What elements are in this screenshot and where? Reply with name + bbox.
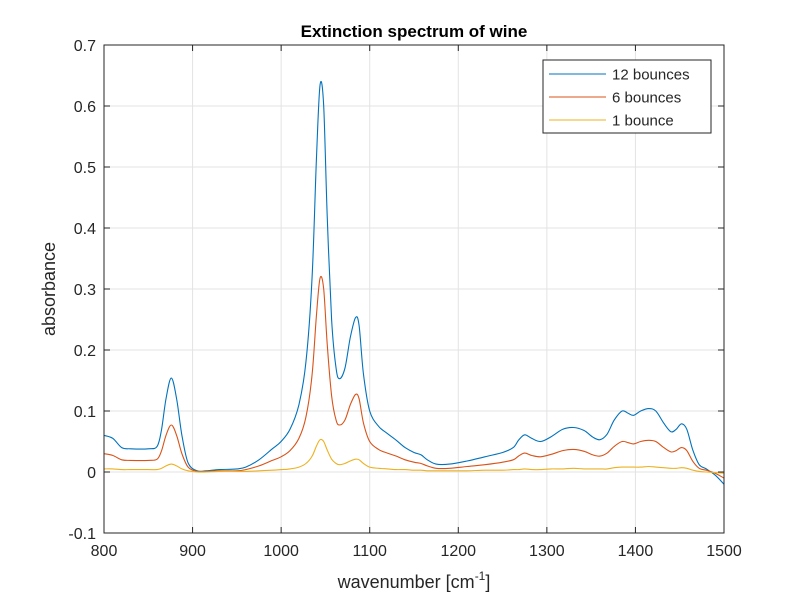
x-axis-label: wavenumber [cm-1]: [337, 569, 491, 592]
y-tick-label: 0: [87, 465, 96, 482]
x-tick-label: 1200: [440, 543, 476, 560]
y-tick-label: 0.4: [74, 221, 96, 238]
chart-title: Extinction spectrum of wine: [301, 22, 528, 41]
x-tick-label: 1400: [618, 543, 654, 560]
x-tick-label: 900: [179, 543, 206, 560]
x-tick-label: 800: [91, 543, 118, 560]
y-tick-label: 0.5: [74, 160, 96, 177]
legend-label: 6 bounces: [612, 90, 681, 107]
x-tick-label: 1500: [706, 543, 742, 560]
legend-label: 12 bounces: [612, 67, 690, 84]
legend-label: 1 bounce: [612, 113, 674, 130]
legend: 12 bounces 6 bounces 1 bounce: [542, 59, 712, 134]
x-axis-label-end: ]: [485, 572, 490, 592]
y-tick-label: 0.3: [74, 282, 96, 299]
x-tick-label: 1300: [529, 543, 565, 560]
series-line-1-bounce: [104, 438, 724, 474]
y-tick-label: 0.2: [74, 343, 96, 360]
series-line-6-bounces: [104, 275, 724, 479]
y-tick-label: 0.7: [74, 38, 96, 55]
y-tick-label: 0.6: [74, 99, 96, 116]
x-tick-label: 1000: [263, 543, 299, 560]
series-line-12-bounces: [104, 80, 724, 485]
y-tick-label: 0.1: [74, 404, 96, 421]
x-axis-label-superscript: -1: [475, 569, 486, 583]
x-axis-label-main: wavenumber [cm: [337, 572, 475, 592]
y-tick-label: -0.1: [68, 526, 96, 543]
x-tick-label: 1100: [353, 543, 388, 560]
y-axis-label: absorbance: [39, 242, 59, 336]
